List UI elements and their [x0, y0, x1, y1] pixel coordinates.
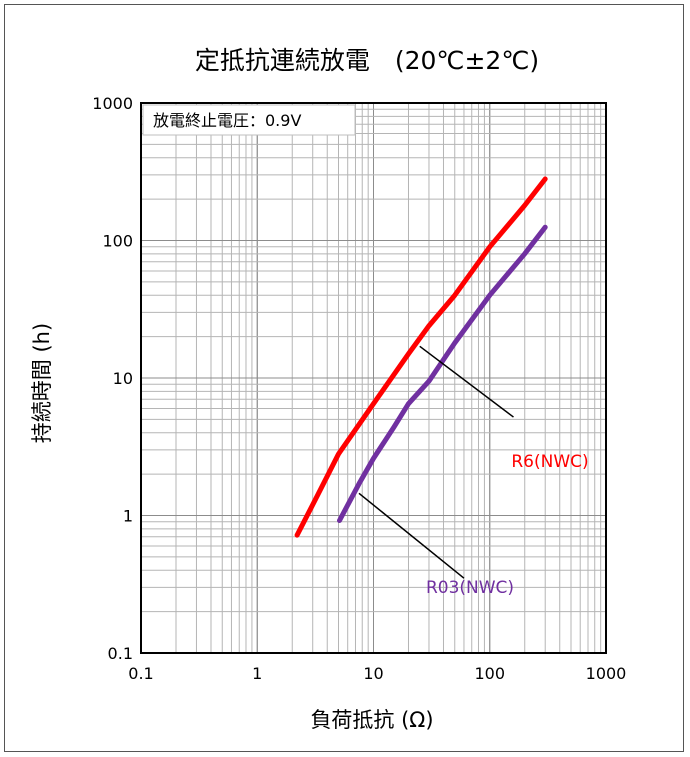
x-tick-label: 10 [363, 664, 383, 683]
x-tick-label: 1 [252, 664, 262, 683]
x-axis-label: 負荷抵抗 (Ω) [310, 708, 433, 732]
chart-title: 定抵抗連続放電 (20℃±2℃) [195, 46, 539, 75]
chart-frame: 定抵抗連続放電 (20℃±2℃) 放電終止電圧：0.9V 0.1 1 10 100 10… [4, 4, 684, 752]
leader-line-1 [358, 492, 465, 579]
cutoff-voltage-note: 放電終止電圧：0.9V [153, 111, 301, 130]
plot-area [140, 102, 607, 654]
series-label-1: R03(NWC) [426, 578, 514, 598]
cutoff-voltage-note-box: 放電終止電圧：0.9V [142, 104, 356, 136]
y-tick-label: 10 [113, 369, 133, 388]
y-axis-label: 持続時間 (h) [30, 323, 54, 443]
series-lines [294, 176, 548, 538]
x-tick-label: 1000 [586, 664, 627, 683]
x-tick-label: 100 [474, 664, 505, 683]
series-labels: R6(NWC) R03(NWC) [358, 345, 589, 598]
y-tick-label: 1 [123, 507, 133, 526]
y-axis-ticks: 0.1 1 10 100 1000 [92, 94, 133, 663]
series-label-0: R6(NWC) [511, 452, 588, 472]
series-line-1 [337, 224, 548, 523]
chart-svg: 定抵抗連続放電 (20℃±2℃) 放電終止電圧：0.9V 0.1 1 10 100 10… [30, 46, 626, 732]
x-axis-ticks: 0.1 1 10 100 1000 [128, 664, 626, 683]
leader-line-0 [419, 345, 514, 418]
series-line-0 [294, 176, 548, 538]
y-tick-label: 1000 [92, 94, 133, 113]
y-tick-label: 0.1 [108, 644, 133, 663]
grid-lines [140, 102, 607, 654]
x-tick-label: 0.1 [128, 664, 153, 683]
y-tick-label: 100 [102, 232, 133, 251]
